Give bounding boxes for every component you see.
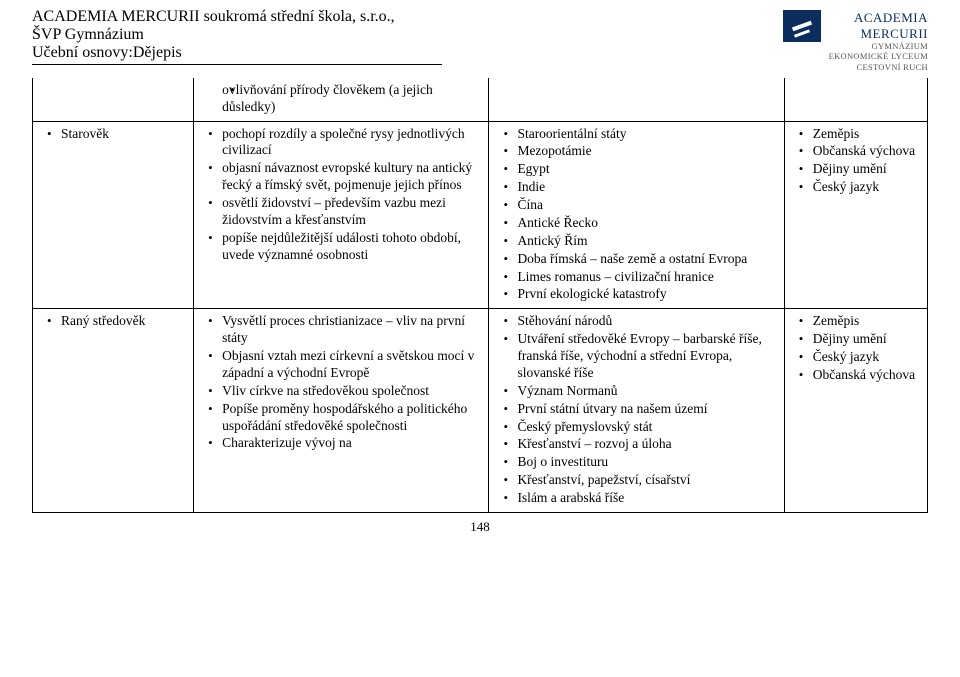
- list-item: Význam Normanů: [495, 383, 777, 400]
- list-item: Staroorientální státy: [495, 126, 777, 143]
- header-line2: ŠVP Gymnázium: [32, 26, 442, 44]
- header-left: ACADEMIA MERCURII soukromá střední škola…: [32, 8, 442, 65]
- list: pochopí rozdíly a společné rysy jednotli…: [200, 126, 482, 264]
- logo-text: ACADEMIA MERCURII GYMNÁZIUM EKONOMICKÉ L…: [829, 10, 928, 72]
- cell-links: Zeměpis Občanská výchova Dějiny umění Če…: [784, 121, 927, 309]
- logo-sub3: CESTOVNÍ RUCH: [829, 62, 928, 72]
- cell-content-empty: [489, 78, 784, 121]
- list: ovlivňování přírody člověkem (a jejich d…: [200, 82, 482, 116]
- list-item: Občanská výchova: [791, 367, 921, 384]
- list-item: Občanská výchova: [791, 143, 921, 160]
- logo-title-1: ACADEMIA: [829, 10, 928, 26]
- list: Zeměpis Občanská výchova Dějiny umění Če…: [791, 126, 921, 197]
- list: Starověk: [39, 126, 187, 143]
- list-item: Islám a arabská říše: [495, 490, 777, 507]
- list-item: Popíše proměny hospodářského a politické…: [200, 401, 482, 435]
- list-item: Zeměpis: [791, 313, 921, 330]
- cell-content: Stěhování národů Utváření středověké Evr…: [489, 309, 784, 513]
- table-row: Starověk pochopí rozdíly a společné rysy…: [33, 121, 928, 309]
- header-institution: ACADEMIA MERCURII: [32, 8, 200, 25]
- header-subtitle: soukromá střední škola, s.r.o.,: [200, 8, 395, 25]
- list-item: Egypt: [495, 161, 777, 178]
- header-line1: ACADEMIA MERCURII soukromá střední škola…: [32, 8, 442, 26]
- curriculum-table: ovlivňování přírody člověkem (a jejich d…: [32, 78, 928, 513]
- list-item: Křesťanství, papežství, císařství: [495, 472, 777, 489]
- document-header: ACADEMIA MERCURII soukromá střední škola…: [32, 8, 928, 72]
- logo-sub1: GYMNÁZIUM: [829, 41, 928, 51]
- list: Stěhování národů Utváření středověké Evr…: [495, 313, 777, 507]
- cell-links: Zeměpis Dějiny umění Český jazyk Občansk…: [784, 309, 927, 513]
- list-item: osvětlí židovství – především vazbu mezi…: [200, 195, 482, 229]
- cell-outcomes: Vysvětlí proces christianizace – vliv na…: [194, 309, 489, 513]
- list-item: Mezopotámie: [495, 143, 777, 160]
- list: Staroorientální státy Mezopotámie Egypt …: [495, 126, 777, 304]
- list-item: Český jazyk: [791, 179, 921, 196]
- list-item: Raný středověk: [39, 313, 187, 330]
- list-item: Antické Řecko: [495, 215, 777, 232]
- list-item: Charakterizuje vývoj na: [200, 435, 482, 452]
- list-item: Boj o investituru: [495, 454, 777, 471]
- list-item: Čína: [495, 197, 777, 214]
- list-item: Český jazyk: [791, 349, 921, 366]
- list-item: Antický Řím: [495, 233, 777, 250]
- list-item: Zeměpis: [791, 126, 921, 143]
- list-item: Limes romanus – civilizační hranice: [495, 269, 777, 286]
- list-item: Dějiny umění: [791, 331, 921, 348]
- table-row: Raný středověk Vysvětlí proces christian…: [33, 309, 928, 513]
- list-item: Český přemyslovský stát: [495, 419, 777, 436]
- list: Vysvětlí proces christianizace – vliv na…: [200, 313, 482, 452]
- logo-title-2: MERCURII: [829, 26, 928, 42]
- header-line3: Učební osnovy:Dějepis: [32, 44, 442, 65]
- list-item: První ekologické katastrofy: [495, 286, 777, 303]
- cell-topic-empty: [33, 78, 194, 121]
- list: Zeměpis Dějiny umění Český jazyk Občansk…: [791, 313, 921, 384]
- logo-sub2: EKONOMICKÉ LYCEUM: [829, 51, 928, 61]
- list-item: Doba římská – naše země a ostatní Evropa: [495, 251, 777, 268]
- table-row: ovlivňování přírody člověkem (a jejich d…: [33, 78, 928, 121]
- list-item: Stěhování národů: [495, 313, 777, 330]
- list: Raný středověk: [39, 313, 187, 330]
- page-number: 148: [32, 519, 928, 535]
- logo-icon: [783, 10, 821, 42]
- list-item: objasní návaznost evropské kultury na an…: [200, 160, 482, 194]
- list-item: Vliv církve na středověkou společnost: [200, 383, 482, 400]
- list-item: Utváření středověké Evropy – barbarské ř…: [495, 331, 777, 382]
- cell-topic: Raný středověk: [33, 309, 194, 513]
- list-item: pochopí rozdíly a společné rysy jednotli…: [200, 126, 482, 160]
- list-item: Dějiny umění: [791, 161, 921, 178]
- cell-links-empty: [784, 78, 927, 121]
- list-item: Objasní vztah mezi církevní a světskou m…: [200, 348, 482, 382]
- logo-block: ACADEMIA MERCURII GYMNÁZIUM EKONOMICKÉ L…: [783, 10, 928, 72]
- list-item: Indie: [495, 179, 777, 196]
- list-item: První státní útvary na našem území: [495, 401, 777, 418]
- list-item: Křesťanství – rozvoj a úloha: [495, 436, 777, 453]
- cell-content: Staroorientální státy Mezopotámie Egypt …: [489, 121, 784, 309]
- header-right: ACADEMIA MERCURII GYMNÁZIUM EKONOMICKÉ L…: [783, 8, 928, 72]
- cell-topic: Starověk: [33, 121, 194, 309]
- list-item: Starověk: [39, 126, 187, 143]
- list-item: popíše nejdůležitější události tohoto ob…: [200, 230, 482, 264]
- cell-outcomes-continued: ovlivňování přírody člověkem (a jejich d…: [194, 78, 489, 121]
- list-item: Vysvětlí proces christianizace – vliv na…: [200, 313, 482, 347]
- list-item: ovlivňování přírody člověkem (a jejich d…: [222, 82, 482, 116]
- cell-outcomes: pochopí rozdíly a společné rysy jednotli…: [194, 121, 489, 309]
